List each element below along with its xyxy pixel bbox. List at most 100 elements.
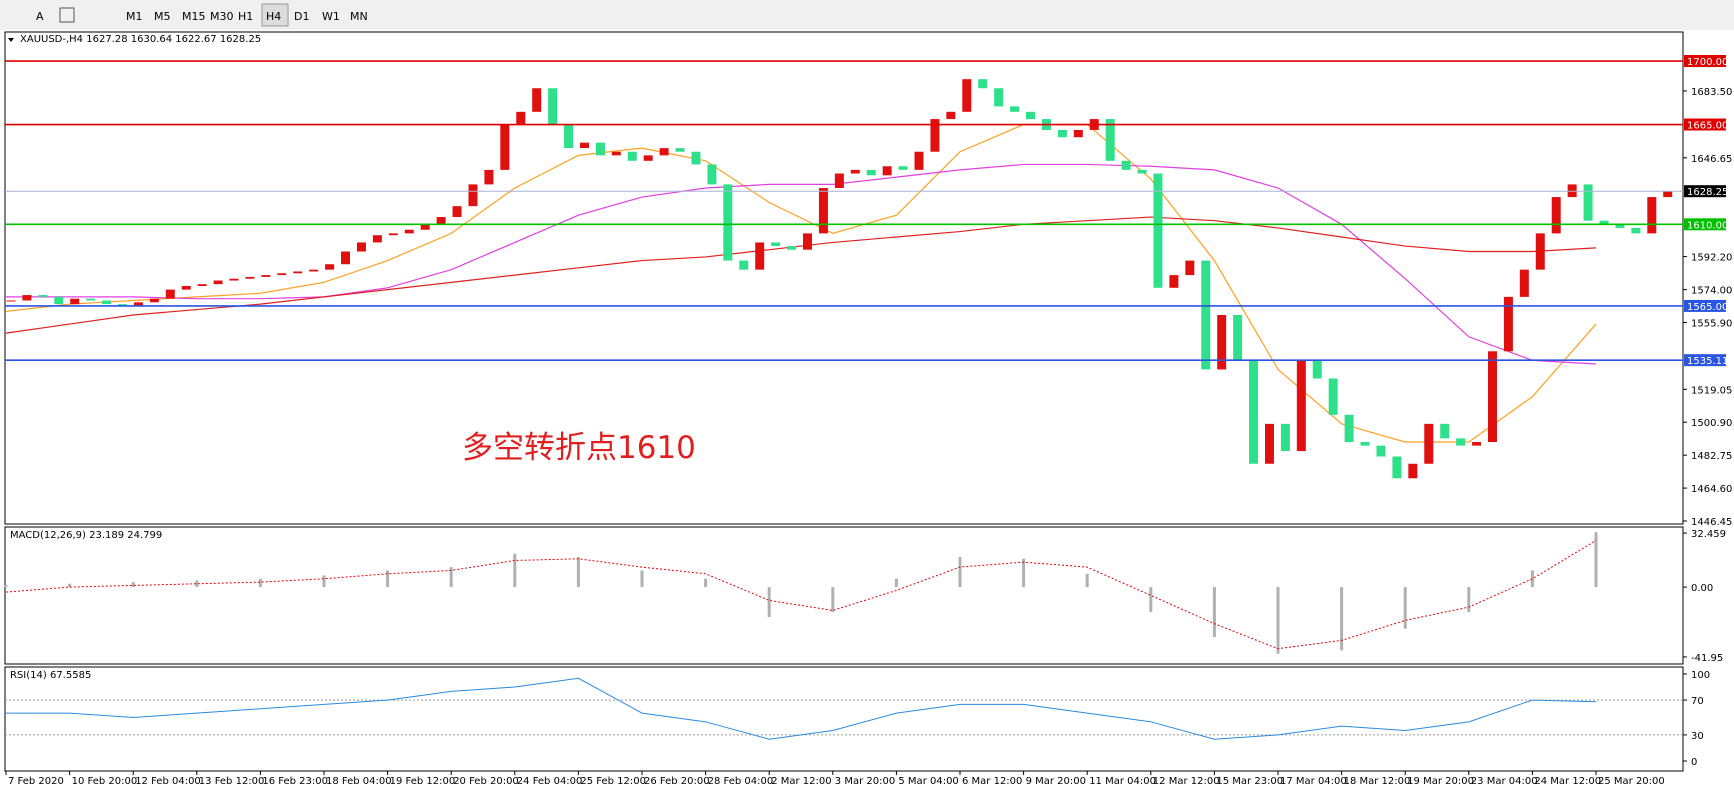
timeframe-button[interactable]: M30	[210, 10, 234, 23]
timeframe-button[interactable]: M15	[182, 10, 206, 23]
date-label: 15 Mar 23:00	[1216, 776, 1283, 787]
candle	[1631, 227, 1641, 234]
candle	[994, 88, 1004, 107]
price-label: 1646.65	[1691, 154, 1732, 165]
candle	[1169, 275, 1179, 288]
annotation: 多空转折点1610	[462, 430, 696, 466]
candle	[882, 166, 892, 176]
date-label: 24 Mar 12:00	[1534, 776, 1601, 787]
macd-bar	[1340, 587, 1344, 651]
candle	[1280, 423, 1290, 452]
candle	[6, 300, 16, 302]
price-label: 1592.20	[1691, 253, 1732, 264]
date-label: 26 Feb 20:00	[644, 776, 710, 787]
date-label: 3 Mar 20:00	[835, 776, 895, 787]
macd-bar	[1149, 587, 1153, 613]
level-label-bg	[1684, 354, 1726, 367]
date-label: 18 Feb 04:00	[326, 776, 392, 787]
date-label: 5 Mar 04:00	[898, 776, 958, 787]
candle	[723, 184, 733, 261]
rsi-line	[6, 677, 1597, 740]
candle	[213, 280, 223, 285]
candle	[261, 275, 271, 277]
date-label: 6 Mar 12:00	[962, 776, 1022, 787]
macd-bar	[513, 553, 517, 588]
timeframe-button[interactable]: M5	[154, 10, 171, 23]
macd-label: MACD(12,26,9) 23.189 24.799	[10, 530, 162, 541]
active-button-bg	[261, 3, 289, 27]
timeframe-button[interactable]: H4	[266, 10, 281, 23]
candle	[1312, 360, 1322, 379]
date-label: 28 Feb 04:00	[708, 776, 774, 787]
timeframe-button[interactable]: W1	[322, 10, 340, 23]
candle	[341, 251, 351, 265]
candle	[420, 224, 430, 230]
macd-bar	[4, 585, 8, 588]
text-tool[interactable]: A	[36, 10, 44, 23]
candle	[1551, 197, 1561, 234]
macd-bar	[1212, 587, 1216, 638]
candle	[1424, 423, 1434, 464]
timeframe-button[interactable]: D1	[294, 10, 309, 23]
macd-bar	[1085, 573, 1089, 588]
level-label: 1535.11	[1687, 356, 1728, 367]
candle	[1249, 360, 1259, 464]
date-label: 12 Mar 12:00	[1153, 776, 1220, 787]
date-label: 7 Feb 2020	[8, 776, 64, 787]
candle	[1663, 191, 1673, 198]
candle	[1456, 438, 1466, 446]
level-label: 1665.00	[1687, 121, 1728, 132]
candle	[149, 298, 159, 303]
timeframe-button[interactable]: M1	[126, 10, 143, 23]
date-label: 12 Feb 04:00	[135, 776, 201, 787]
candle	[914, 151, 924, 170]
macd-bar	[258, 578, 262, 588]
price-label: 1464.60	[1691, 484, 1732, 495]
candle	[1026, 111, 1036, 120]
moving-average	[6, 163, 1597, 365]
level-label: 1700.00	[1687, 57, 1728, 68]
candle	[1217, 315, 1227, 370]
collapse-icon[interactable]	[8, 38, 14, 42]
candle	[1073, 129, 1083, 138]
candle	[436, 217, 446, 225]
candle	[691, 151, 701, 165]
macd-bar	[449, 567, 453, 588]
date-label: 23 Mar 04:00	[1471, 776, 1538, 787]
candle	[229, 278, 239, 281]
date-label: 9 Mar 20:00	[1026, 776, 1086, 787]
candle	[579, 142, 589, 149]
candle	[1503, 296, 1513, 352]
candle	[102, 300, 112, 305]
candle	[675, 148, 685, 152]
rsi-tick-label: 0	[1691, 757, 1697, 768]
candle	[1057, 129, 1067, 138]
candle	[197, 284, 207, 286]
macd-bar	[640, 570, 644, 588]
macd-bar	[1594, 532, 1598, 588]
candle	[516, 111, 526, 125]
candle	[739, 260, 749, 270]
macd-bar	[68, 583, 72, 588]
date-label: 18 Mar 12:00	[1344, 776, 1411, 787]
candle	[595, 142, 605, 156]
candle	[1487, 351, 1497, 442]
price-label: 1555.90	[1691, 318, 1732, 329]
macd-bar	[894, 578, 898, 588]
candle	[627, 151, 637, 161]
timeframe-button[interactable]: MN	[350, 10, 368, 23]
price-label: 1519.05	[1691, 385, 1732, 396]
candle	[1360, 442, 1370, 446]
candle	[818, 188, 828, 234]
macd-panel	[4, 526, 1684, 665]
timeframe-button[interactable]: H1	[238, 10, 253, 23]
moving-average	[5, 216, 1597, 334]
candle	[293, 271, 303, 274]
candle	[866, 169, 876, 176]
candle	[118, 304, 128, 306]
moving-average	[5, 123, 1597, 443]
level-label: 1565.00	[1687, 302, 1728, 313]
date-label: 2 Mar 12:00	[771, 776, 831, 787]
label-tool[interactable]	[59, 7, 75, 23]
macd-tick-label: -41.95	[1691, 653, 1723, 664]
